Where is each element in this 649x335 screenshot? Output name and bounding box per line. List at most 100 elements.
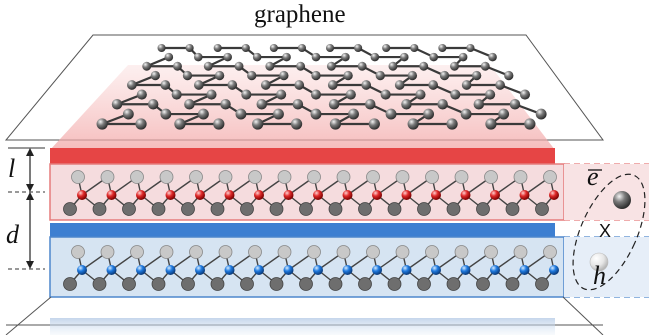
graphene-atom <box>160 80 171 90</box>
graphene-atom <box>535 108 547 120</box>
chalcogen-atom-back <box>71 245 85 259</box>
graphene-atom <box>385 108 397 120</box>
graphene-atom <box>273 108 284 120</box>
graphene-atom <box>326 61 336 71</box>
graphene-atom <box>235 108 247 120</box>
graphene-atom <box>241 89 252 100</box>
metal-atom-blue <box>549 265 559 275</box>
graphene-atom <box>173 61 182 71</box>
chalcogen-atom-back <box>395 245 410 259</box>
chalcogen-atom-front <box>299 277 313 291</box>
chalcogen-atom-front <box>505 277 520 291</box>
graphene-atom <box>194 52 203 62</box>
metal-atom-red <box>313 190 323 200</box>
chalcogen-atom-front <box>181 277 195 291</box>
graphene-atom <box>150 70 160 81</box>
metal-atom-blue <box>195 265 205 275</box>
chalcogen-atom-front <box>92 277 107 291</box>
chalcogen-atom-front <box>328 277 343 291</box>
chalcogen-atom-front <box>476 277 490 291</box>
graphene-atom <box>203 61 213 71</box>
graphene-atom <box>458 52 468 62</box>
electron-sphere <box>613 191 631 209</box>
graphene-atom <box>197 108 209 120</box>
red-layer-top-face <box>50 148 555 164</box>
chalcogen-atom-front <box>358 202 372 216</box>
graphene-atom <box>135 118 147 130</box>
metal-atom-blue <box>490 265 500 275</box>
graphene-atom <box>375 70 385 81</box>
metal-atom-blue <box>342 265 353 275</box>
graphene-atom <box>227 80 238 90</box>
chalcogen-atom-front <box>535 277 549 291</box>
graphene-atom <box>361 80 372 90</box>
chalcogen-atom-back <box>307 245 321 259</box>
chalcogen-atom-back <box>484 170 498 184</box>
chalcogen-atom-back <box>277 170 292 184</box>
graphene-atom <box>519 89 531 100</box>
substrate-plane <box>5 296 52 335</box>
metal-atom-red <box>342 190 353 200</box>
graphene-atom <box>504 70 514 81</box>
chalcogen-atom-front <box>269 277 284 291</box>
chalcogen-atom-back <box>189 245 203 259</box>
hole-sphere <box>589 252 609 272</box>
graphene-atom <box>214 70 225 81</box>
graphene-atom <box>509 99 521 110</box>
graphene-atom <box>450 89 461 100</box>
metal-atom-blue <box>254 265 264 275</box>
substrate-plane-right <box>562 296 604 335</box>
graphene-atom <box>282 52 291 62</box>
metal-atom-blue <box>519 265 530 275</box>
chalcogen-atom-back <box>130 170 144 184</box>
chalcogen-atom-back <box>454 170 469 184</box>
chalcogen-atom-front <box>535 202 549 216</box>
chalcogen-atom-front <box>358 277 372 291</box>
graphene-atom <box>428 80 439 90</box>
chalcogen-atom-front <box>505 202 520 216</box>
chalcogen-atom-back <box>189 170 203 184</box>
graphene-atom <box>147 99 159 110</box>
metal-atom-blue <box>313 265 323 275</box>
graphene-atom <box>310 89 322 100</box>
graphene-atom <box>260 80 271 90</box>
graphene-atom <box>400 52 409 62</box>
label-electron: e <box>587 162 599 191</box>
chalcogen-atom-front <box>446 202 461 216</box>
chalcogen-atom-back <box>513 170 528 184</box>
graphene-atom <box>473 99 485 110</box>
graphene-atom <box>488 52 497 62</box>
metal-atom-blue <box>165 265 176 275</box>
chalcogen-atom-front <box>210 277 225 291</box>
chalcogen-atom-back <box>159 170 174 184</box>
metal-atom-red <box>431 190 441 200</box>
chalcogen-atom-back <box>100 170 115 184</box>
metal-atom-red <box>106 190 117 200</box>
metal-atom-red <box>224 190 235 200</box>
graphene-atom <box>252 52 262 62</box>
chalcogen-atom-front <box>122 277 136 291</box>
metal-atom-blue <box>106 265 117 275</box>
graphene-atom <box>111 99 123 110</box>
chalcogen-atom-back <box>513 245 528 259</box>
graphene-atom <box>472 70 482 81</box>
graphene-atom <box>241 43 250 53</box>
chalcogen-atom-back <box>277 245 292 259</box>
chalcogen-atom-back <box>218 245 233 259</box>
graphene-atom <box>407 118 419 130</box>
metal-atom-blue <box>283 265 294 275</box>
graphene-atom <box>460 108 472 120</box>
red-extension <box>564 164 649 220</box>
metal-atom-blue <box>401 265 412 275</box>
chalcogen-atom-front <box>328 202 343 216</box>
metal-atom-red <box>77 190 87 200</box>
graphene-atom <box>279 70 289 81</box>
chalcogen-atom-back <box>248 245 262 259</box>
chalcogen-atom-back <box>100 245 115 259</box>
graphene-atom <box>480 61 490 71</box>
chalcogen-atom-back <box>454 245 469 259</box>
graphene-atom <box>311 52 321 62</box>
graphene-atom <box>96 118 108 130</box>
graphene-atom <box>247 70 257 81</box>
chalcogen-atom-back <box>543 245 557 259</box>
